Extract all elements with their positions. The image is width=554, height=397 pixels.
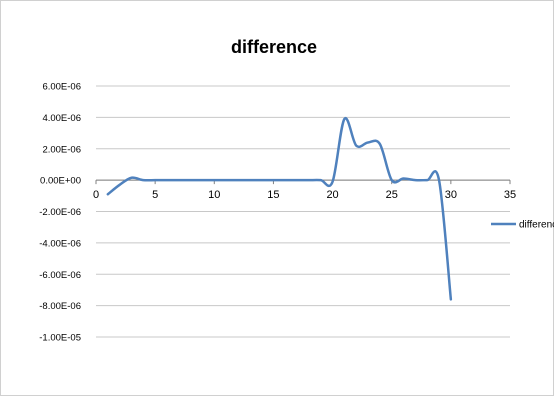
y-tick-label: 0.00E+00: [40, 176, 81, 187]
legend: difference: [491, 220, 554, 231]
y-tick-label: 4.00E-06: [42, 113, 81, 124]
plot-area: [106, 116, 453, 301]
x-tick-label: 0: [93, 189, 99, 201]
y-tick-label: -8.00E-06: [39, 301, 81, 312]
x-tick-label: 25: [386, 189, 398, 201]
y-axis-tick-labels: 6.00E-06 4.00E-06 2.00E-06 0.00E+00 -2.00E-0…: [39, 82, 81, 344]
x-tick-label: 15: [267, 189, 279, 201]
y-tick-label: -4.00E-06: [39, 238, 81, 249]
x-tick-label: 10: [208, 189, 220, 201]
legend-label: difference: [519, 220, 554, 231]
x-tick-label: 30: [445, 189, 457, 201]
y-tick-label: -2.00E-06: [39, 207, 81, 218]
y-tick-label: -1.00E-05: [39, 333, 81, 344]
y-tick-label: 2.00E-06: [42, 144, 81, 155]
y-tick-label: -6.00E-06: [39, 270, 81, 281]
x-tick-label: 35: [504, 189, 516, 201]
x-tick-label: 20: [326, 189, 338, 201]
y-tick-label: 6.00E-06: [42, 82, 81, 93]
gridlines: [96, 85, 510, 338]
x-tick-label: 5: [152, 189, 158, 201]
x-axis-tick-labels: 0 5 10 15 20 25 30 35: [93, 189, 516, 201]
series-line-difference: [106, 116, 453, 301]
chart-title: difference: [231, 37, 317, 57]
